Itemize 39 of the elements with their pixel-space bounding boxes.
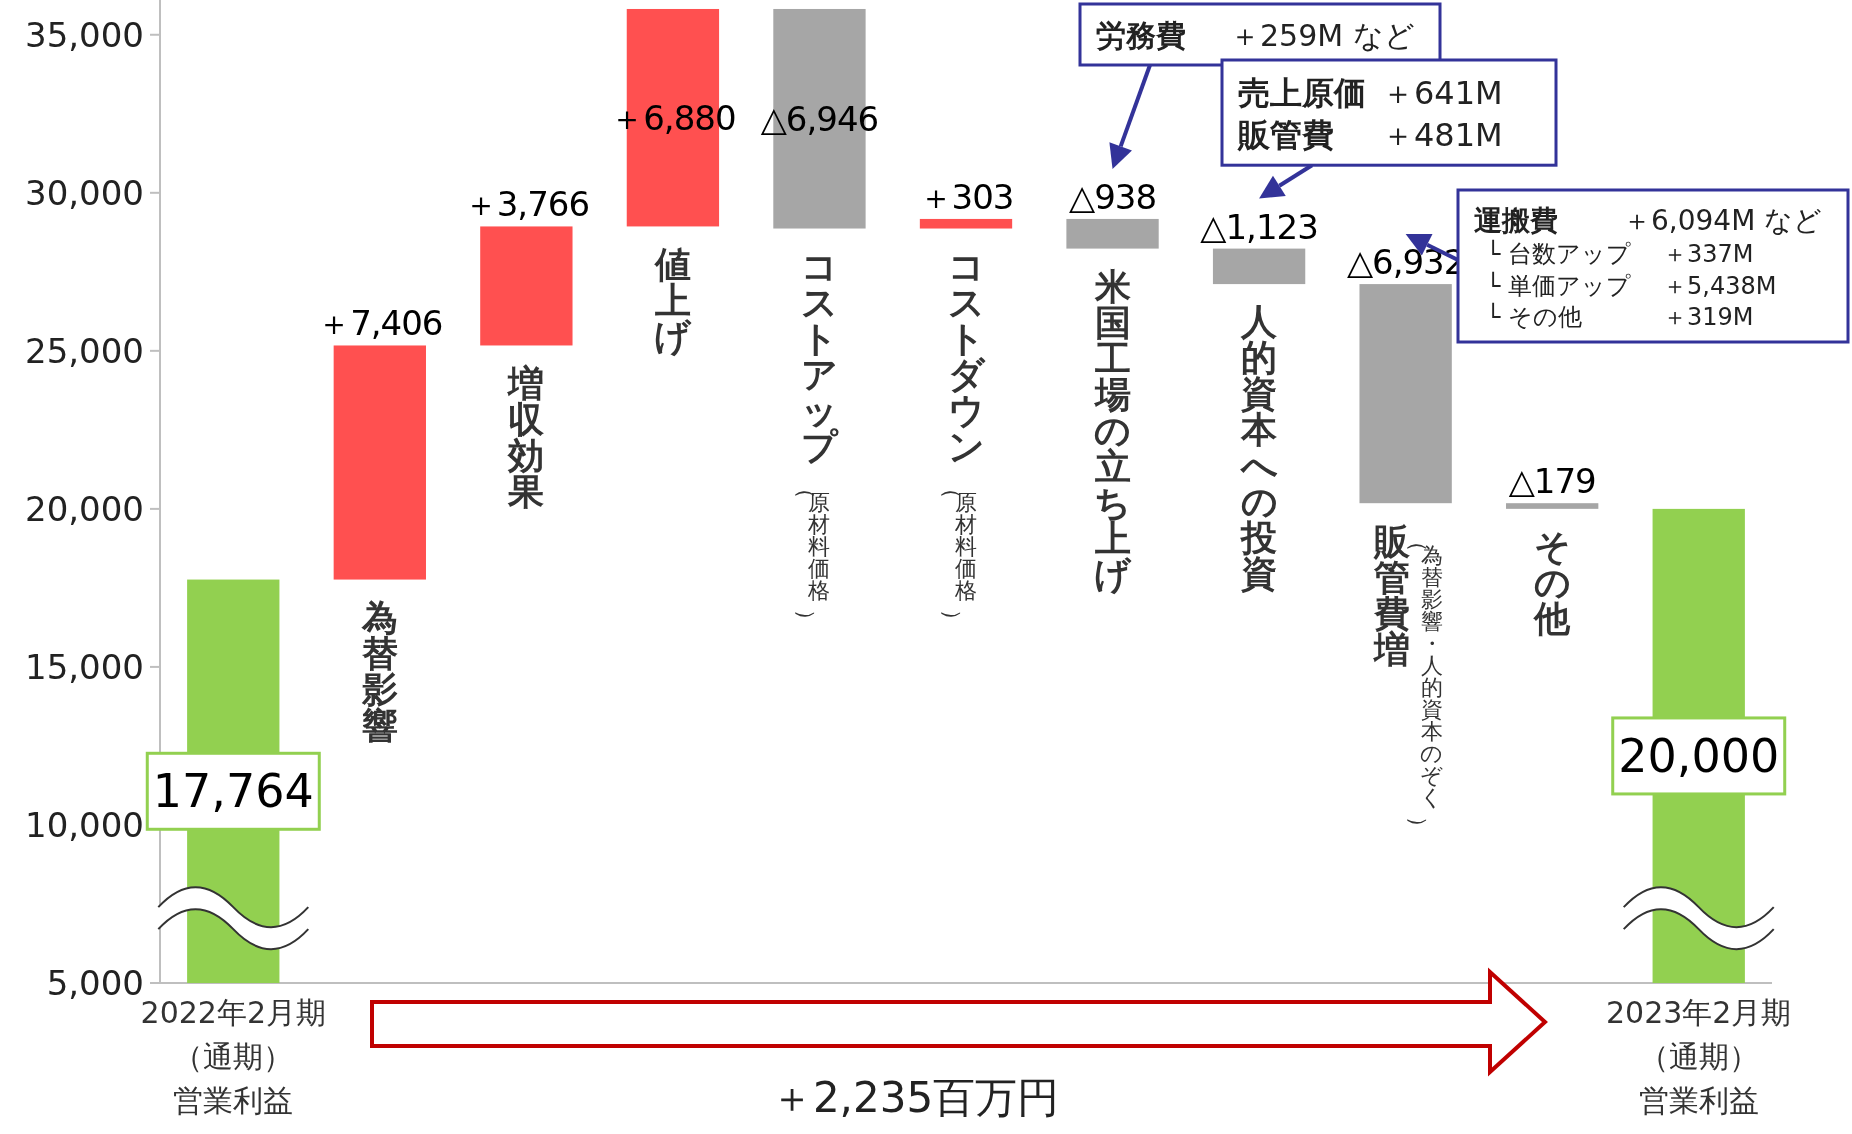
data-label: △179 <box>1508 461 1596 502</box>
y-tick-label: 25,000 <box>25 330 144 371</box>
data-label: △938 <box>1069 176 1157 217</box>
bar <box>333 345 426 580</box>
x-tick-label: その他 <box>1533 526 1572 640</box>
y-tick-label: 35,000 <box>25 14 144 55</box>
x-tick-label: 人的資本への投資 <box>1239 301 1278 595</box>
text: 販管費 ＋481M <box>1238 115 1503 154</box>
bar <box>919 218 1013 229</box>
text: 労務費 ＋259M など <box>1096 18 1415 53</box>
data-label: 20,000 <box>1618 729 1780 784</box>
text: └ 台数アップ ＋337M <box>1486 240 1754 269</box>
data-label: ＋3,766 <box>463 184 590 225</box>
bar <box>480 226 573 346</box>
bar <box>1066 218 1159 249</box>
text: └ その他 ＋319M <box>1486 302 1754 331</box>
data-label: △6,946 <box>760 98 879 139</box>
text: ＋2,235百万円 <box>770 1073 1060 1122</box>
y-tick-label: 15,000 <box>25 646 144 687</box>
x-tick-label: 為替影響 <box>360 596 398 746</box>
category-label: コストダウン（原材料価格） <box>940 245 985 632</box>
text: 運搬費 ＋6,094M など <box>1474 204 1823 237</box>
category-label: コストアップ（原材料価格） <box>793 245 838 632</box>
category-label: 米国工場の立ち上げ <box>1094 265 1132 595</box>
bar <box>1212 248 1306 285</box>
annotation: 売上原価 ＋641M <box>1238 74 1503 112</box>
bar <box>1506 503 1599 509</box>
data-label: ＋7,406 <box>317 303 443 344</box>
bar <box>1359 284 1452 504</box>
x-tick-label: 2023年2月期（通期）営業利益 <box>1606 995 1792 1118</box>
y-tick-label: 30,000 <box>25 172 144 213</box>
data-label: 17,764 <box>152 764 314 819</box>
y-tick-label: 20,000 <box>25 488 144 529</box>
data-label: ＋303 <box>918 176 1014 217</box>
text: └ 単価アップ ＋5,438M <box>1486 271 1777 300</box>
data-label: △1,123 <box>1200 206 1318 247</box>
x-tick-label: 値上げ <box>653 243 693 357</box>
x-tick-label: 増収効果 <box>506 362 546 512</box>
y-tick-label: 10,000 <box>25 804 144 845</box>
